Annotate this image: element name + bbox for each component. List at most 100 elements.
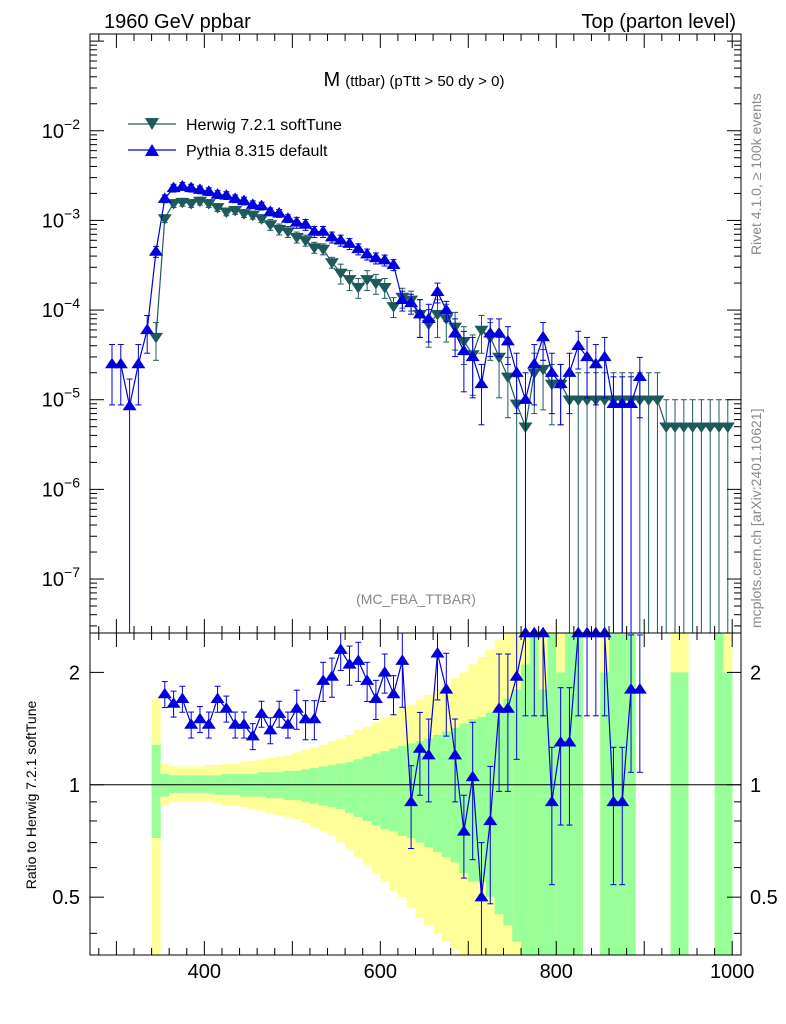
pythia-ratio-point [509, 670, 524, 681]
ratio-ylabel: Ratio to Herwig 7.2.1 softTune [23, 700, 39, 889]
herwig-point [324, 258, 339, 269]
pythia-point [263, 205, 278, 216]
pythia-point [333, 233, 348, 245]
plot-title-main: M [324, 69, 341, 91]
band-inner [573, 633, 583, 955]
ratio-y-tick-label-left: 2 [69, 662, 80, 684]
herwig-point [703, 422, 718, 434]
band-inner [380, 751, 390, 830]
pythia-point [474, 377, 489, 389]
plot-title: M (ttbar) (pTtt > 50 dy > 0) [324, 69, 505, 91]
pythia-point [316, 225, 331, 236]
main-y-tick-label: 10−4 [42, 295, 80, 322]
pythia-point [518, 393, 533, 404]
pythia-ratio-point [518, 626, 533, 638]
pythia-point [395, 293, 410, 305]
pythia-ratio-point [395, 654, 410, 665]
main-y-tick-label: 10−7 [42, 564, 80, 591]
pythia-point [342, 237, 357, 248]
pythia-ratio-point [192, 712, 207, 724]
pythia-ratio-point [219, 702, 234, 713]
plot-title-sub: (ttbar) (pTtt > 50 dy > 0) [345, 73, 504, 90]
legend-label-pythia: Pythia 8.315 default [186, 143, 328, 160]
band-inner [301, 769, 311, 802]
pythia-point [404, 296, 419, 308]
pythia-ratio-point [571, 626, 586, 638]
ratio-y-tick-label-right: 2 [750, 662, 761, 684]
herwig-point [245, 210, 260, 222]
pythia-point [131, 357, 146, 369]
pythia-ratio-point [210, 692, 225, 703]
x-tick-label: 800 [540, 961, 573, 983]
pythia-ratio-point [421, 748, 436, 760]
axes: 10−7 10−6 10−5 10−4 10−3 10−2 0.5 0.5 1 1 2 2 400 600… [42, 34, 778, 983]
ratio-uncertainty-bands [90, 633, 741, 955]
pythia-ratio-point [333, 643, 348, 654]
pythia-point [377, 253, 392, 265]
pythia-point [272, 207, 287, 218]
pythia-ratio-point [280, 718, 295, 729]
band-inner [441, 731, 451, 858]
pythia-ratio-point [166, 697, 181, 708]
herwig-point [333, 268, 348, 280]
pythia-point [140, 323, 155, 335]
band-inner [512, 689, 522, 942]
pythia-point [465, 350, 480, 362]
band-inner [318, 766, 328, 806]
herwig-point [597, 395, 612, 407]
pythia-point [351, 242, 366, 254]
pythia-point [571, 339, 586, 350]
pythia-ratio-point [404, 795, 419, 807]
band-inner [292, 770, 302, 801]
herwig-point [685, 422, 700, 434]
pythia-ratio-point [606, 795, 621, 807]
pythia-ratio-point [580, 626, 595, 638]
pythia-ratio-point [500, 702, 515, 713]
pythia-ratio-point [307, 712, 322, 724]
pythia-ratio-point [588, 626, 603, 638]
pythia-point [456, 344, 471, 356]
analysis-tag: (MC_FBA_TTBAR) [356, 591, 476, 607]
x-tick-label: 1000 [710, 961, 755, 983]
pythia-ratio-point [632, 683, 647, 694]
pythia-ratio-point [624, 683, 639, 694]
pythia-point [228, 192, 243, 203]
pythia-ratio-point [272, 707, 287, 718]
legend-item-herwig: Herwig 7.2.1 softTune [128, 117, 342, 134]
herwig-point [228, 205, 243, 217]
pythia-ratio-point [492, 702, 507, 713]
pythia-point [324, 230, 339, 242]
band-inner [274, 772, 284, 799]
herwig-point [219, 207, 234, 219]
herwig-point [659, 422, 674, 434]
pythia-point [580, 350, 595, 362]
herwig-point [157, 214, 172, 225]
main-y-tick-label: 10−5 [42, 385, 80, 412]
pythia-point [360, 247, 375, 259]
band-inner [345, 762, 355, 814]
header-right: Top (parton level) [581, 11, 736, 33]
pythia-ratio-point [316, 674, 331, 685]
pythia-point [219, 189, 234, 200]
band-inner [521, 664, 531, 955]
pythia-point [606, 397, 621, 409]
band-inner [362, 756, 372, 821]
pythia-ratio-point [368, 692, 383, 703]
pythia-ratio-point [245, 729, 260, 741]
pythia-point [553, 377, 568, 389]
band-inner [600, 672, 610, 955]
herwig-point [342, 275, 357, 286]
pythia-point [439, 303, 454, 315]
herwig-point [201, 199, 216, 210]
ratio-y-tick-label-left: 0.5 [52, 887, 80, 909]
main-panel-data [104, 180, 735, 633]
pythia-ratio-point [298, 712, 313, 724]
pythia-ratio-point [324, 670, 339, 681]
band-inner [265, 772, 276, 799]
pythia-ratio-point [351, 654, 366, 665]
pythia-point [104, 357, 119, 369]
band-inner [397, 746, 408, 836]
herwig-point [289, 232, 304, 244]
herwig-point [316, 244, 331, 256]
pythia-ratio-point [597, 626, 612, 638]
